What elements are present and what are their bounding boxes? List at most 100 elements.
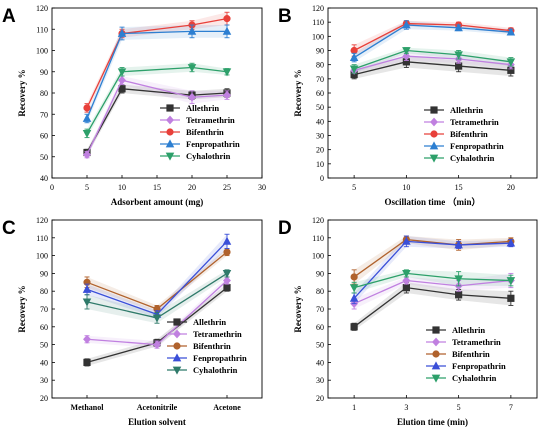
x-tick-label: 0	[50, 183, 54, 192]
legend-label: Tetramethrin	[452, 337, 501, 347]
legend-label: Tetramethrin	[186, 115, 235, 125]
x-tick-label: 10	[402, 183, 410, 192]
series-error-band	[354, 51, 511, 74]
series-line	[86, 79, 228, 155]
legend-label: Bifenthrin	[186, 127, 224, 137]
y-axis-title: Recovery %	[17, 285, 27, 332]
data-point	[350, 46, 358, 55]
series-line	[353, 286, 511, 328]
legend-marker	[173, 329, 181, 339]
legend-marker	[166, 104, 174, 112]
legend-label: Bifenthrin	[193, 341, 231, 351]
series-error-band	[87, 84, 227, 156]
legend-label: Cyhalothrin	[186, 151, 231, 161]
data-point	[222, 26, 232, 35]
y-tick-label: 70	[316, 75, 324, 84]
data-point	[223, 90, 231, 100]
x-axis-title: Adsorbent amount (mg)	[111, 197, 204, 207]
y-tick-label: 90	[316, 47, 324, 56]
data-point	[118, 75, 126, 85]
series-line	[353, 240, 511, 299]
data-point	[82, 113, 92, 122]
y-tick-label: 60	[316, 323, 324, 332]
y-tick-label: 50	[316, 341, 324, 350]
data-point	[82, 284, 92, 293]
data-point	[402, 20, 411, 29]
data-point	[402, 269, 411, 279]
legend-marker	[430, 130, 438, 138]
series-error-band	[354, 47, 511, 74]
data-point	[117, 28, 127, 37]
x-tick-label: 5	[352, 183, 356, 192]
data-point	[350, 323, 358, 331]
series-line	[353, 22, 511, 52]
series-line	[353, 55, 511, 71]
legend-label: Tetramethrin	[193, 329, 242, 339]
data-point	[402, 51, 411, 61]
y-tick-label: 120	[312, 216, 324, 225]
legend-marker	[172, 366, 182, 375]
data-point	[83, 150, 91, 160]
y-tick-label: 70	[40, 305, 48, 314]
x-tick-label: 20	[188, 183, 196, 192]
data-point	[506, 58, 516, 67]
data-point	[402, 236, 411, 245]
series-line	[353, 279, 511, 305]
legend-marker	[172, 353, 182, 362]
y-tick-label: 30	[316, 376, 324, 385]
series-error-band	[87, 248, 227, 313]
data-point	[506, 277, 516, 286]
y-tick-label: 60	[40, 323, 48, 332]
legend-marker	[430, 117, 438, 127]
legend-marker	[430, 106, 438, 114]
y-tick-label: 10	[316, 160, 324, 169]
series-error-band	[87, 25, 227, 123]
data-point	[83, 358, 91, 367]
series-error-band	[87, 284, 227, 366]
data-point	[402, 284, 410, 292]
legend-label: Bifenthrin	[450, 129, 488, 139]
data-point	[223, 284, 231, 292]
data-point	[350, 273, 358, 281]
data-point	[455, 62, 463, 70]
data-point	[117, 68, 127, 77]
legend-marker	[166, 128, 174, 136]
y-tick-label: 110	[312, 234, 324, 243]
data-point	[507, 294, 515, 302]
y-tick-label: 40	[316, 358, 324, 367]
series-error-band	[354, 56, 511, 79]
data-point	[223, 248, 231, 256]
legend-marker	[173, 318, 181, 326]
data-point	[222, 269, 232, 279]
x-tick-label: 20	[507, 183, 515, 192]
x-tick-label: 15	[153, 183, 161, 192]
data-point	[152, 314, 162, 323]
data-point	[188, 92, 196, 102]
x-axis-title: Oscillation time （min）	[385, 197, 481, 207]
series-error-band	[87, 276, 227, 349]
y-tick-label: 30	[40, 376, 48, 385]
legend-label: Allethrin	[186, 103, 219, 113]
y-tick-label: 50	[316, 103, 324, 112]
y-tick-label: 30	[316, 132, 324, 141]
y-tick-label: 40	[316, 117, 324, 126]
legend-label: Fenpropathrin	[452, 361, 506, 371]
x-tick-label: Methanol	[71, 403, 105, 412]
panel-c: 20 30 40 50 60 70 80 90 100 110 120 Methanol Acetoni…	[2, 216, 263, 427]
y-tick-label: 80	[40, 89, 48, 98]
y-tick-label: 40	[40, 358, 48, 367]
y-tick-label: 100	[36, 47, 48, 56]
series-line	[353, 238, 511, 278]
data-point	[82, 298, 92, 307]
x-tick-label: 1	[352, 403, 356, 412]
panel-label: A	[2, 6, 16, 27]
y-tick-label: 20	[40, 394, 48, 403]
data-point	[349, 293, 359, 302]
y-tick-label: 0	[320, 174, 324, 183]
legend-marker	[429, 141, 439, 150]
legend-label: Cyhalothrin	[452, 373, 497, 383]
y-axis-title: Recovery %	[293, 285, 303, 332]
data-point	[83, 334, 91, 344]
series-line	[86, 88, 228, 153]
series-error-band	[354, 269, 511, 293]
